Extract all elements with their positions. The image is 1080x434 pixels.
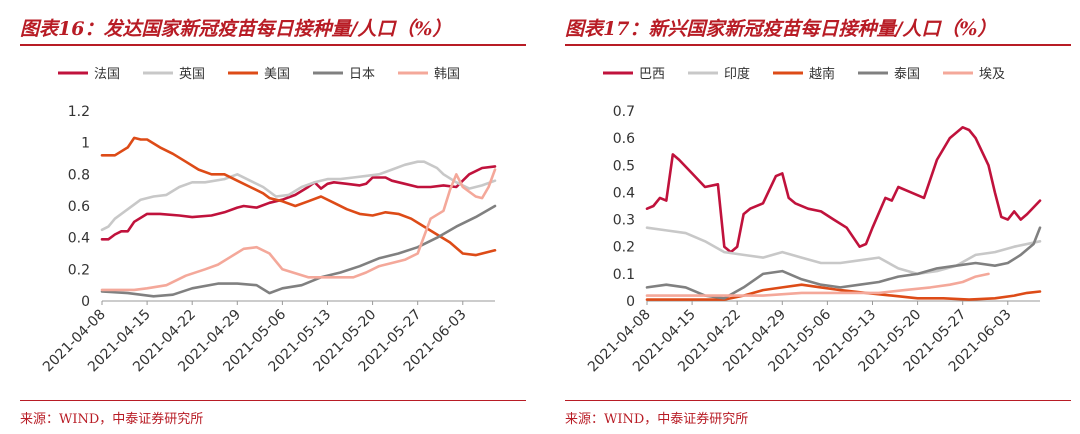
series-line-3 <box>100 136 497 257</box>
legend-item-4: 日本 <box>313 67 375 82</box>
source-note: 来源：WIND，中泰证券研究所 <box>565 412 749 427</box>
legend-item-3: 越南 <box>773 66 835 82</box>
y-tick-label: 0.4 <box>613 185 635 201</box>
y-tick-label: 0.2 <box>613 240 635 256</box>
legend-label: 泰国 <box>894 67 920 82</box>
y-tick-label: 1 <box>81 136 90 152</box>
chart-figure-17: 巴西 印度 越南 泰国 埃及00.10.20.30.40.50.60.72021-04-… <box>585 66 1042 375</box>
series-line-1 <box>645 126 1042 254</box>
legend-label: 越南 <box>809 66 835 82</box>
figure-17-panel: 图表17：新兴国家新冠疫苗每日接种量/人口（%） 巴西 印度 越南 泰国 埃及 0 0.1 0… <box>565 0 1080 434</box>
legend-item-5: 韩国 <box>398 67 460 82</box>
series-line-4 <box>100 204 497 298</box>
figure-title: 图表17：新兴国家新冠疫苗每日接种量/人口（%） <box>565 18 997 40</box>
y-tick-label: 0.2 <box>68 262 90 278</box>
y-tick-label: 0.4 <box>68 231 90 247</box>
y-tick-label: 0.3 <box>613 213 635 229</box>
series-line-2 <box>645 226 1042 276</box>
title-divider <box>565 44 1071 46</box>
legend-item-1: 巴西 <box>603 67 665 82</box>
y-tick-label: 0.6 <box>613 131 635 147</box>
series-line-4 <box>645 226 1042 300</box>
title-divider <box>20 44 526 46</box>
legend-label: 韩国 <box>434 67 460 82</box>
legend-label: 印度 <box>724 66 750 82</box>
source-divider <box>20 400 526 401</box>
series-line-3 <box>645 283 1042 301</box>
y-tick-label: 0.6 <box>68 199 90 215</box>
legend-label: 巴西 <box>639 67 665 82</box>
y-tick-label: 0 <box>81 294 90 310</box>
chart-figure-16: 法国 英国 美国 日本 韩国00.20.40.60.811.22021-04-08202… <box>40 67 497 375</box>
series-line-5 <box>100 168 497 292</box>
y-tick-label: 0.5 <box>613 158 635 174</box>
legend-item-2: 英国 <box>143 67 205 82</box>
legend-item-3: 美国 <box>228 67 290 82</box>
series-line-5 <box>645 272 990 297</box>
legend-item-2: 印度 <box>688 66 750 82</box>
y-tick-label: 1.2 <box>68 104 90 120</box>
series-line-2 <box>100 160 497 232</box>
legend-item-4: 泰国 <box>858 67 920 82</box>
legend-label: 英国 <box>179 67 205 82</box>
figure-title: 图表16：发达国家新冠疫苗每日接种量/人口（%） <box>20 18 452 40</box>
legend-label: 埃及 <box>979 67 1005 82</box>
y-tick-label: 0.7 <box>613 104 635 120</box>
legend-label: 法国 <box>94 67 120 82</box>
legend-label: 日本 <box>349 67 375 82</box>
legend-item-5: 埃及 <box>943 67 1005 82</box>
source-note: 来源：WIND，中泰证券研究所 <box>20 412 204 427</box>
source-divider <box>565 400 1071 401</box>
series-line-1 <box>100 165 497 241</box>
y-tick-label: 0.8 <box>68 167 90 183</box>
y-tick-label: 0.1 <box>613 267 635 283</box>
y-tick-label: 0 <box>626 294 635 310</box>
legend-item-1: 法国 <box>58 67 120 82</box>
legend-label: 美国 <box>264 67 290 82</box>
figure-16-panel: 图表16：发达国家新冠疫苗每日接种量/人口（%） 法国 英国 美国 日本 韩国 0 0.2 0… <box>20 0 540 434</box>
